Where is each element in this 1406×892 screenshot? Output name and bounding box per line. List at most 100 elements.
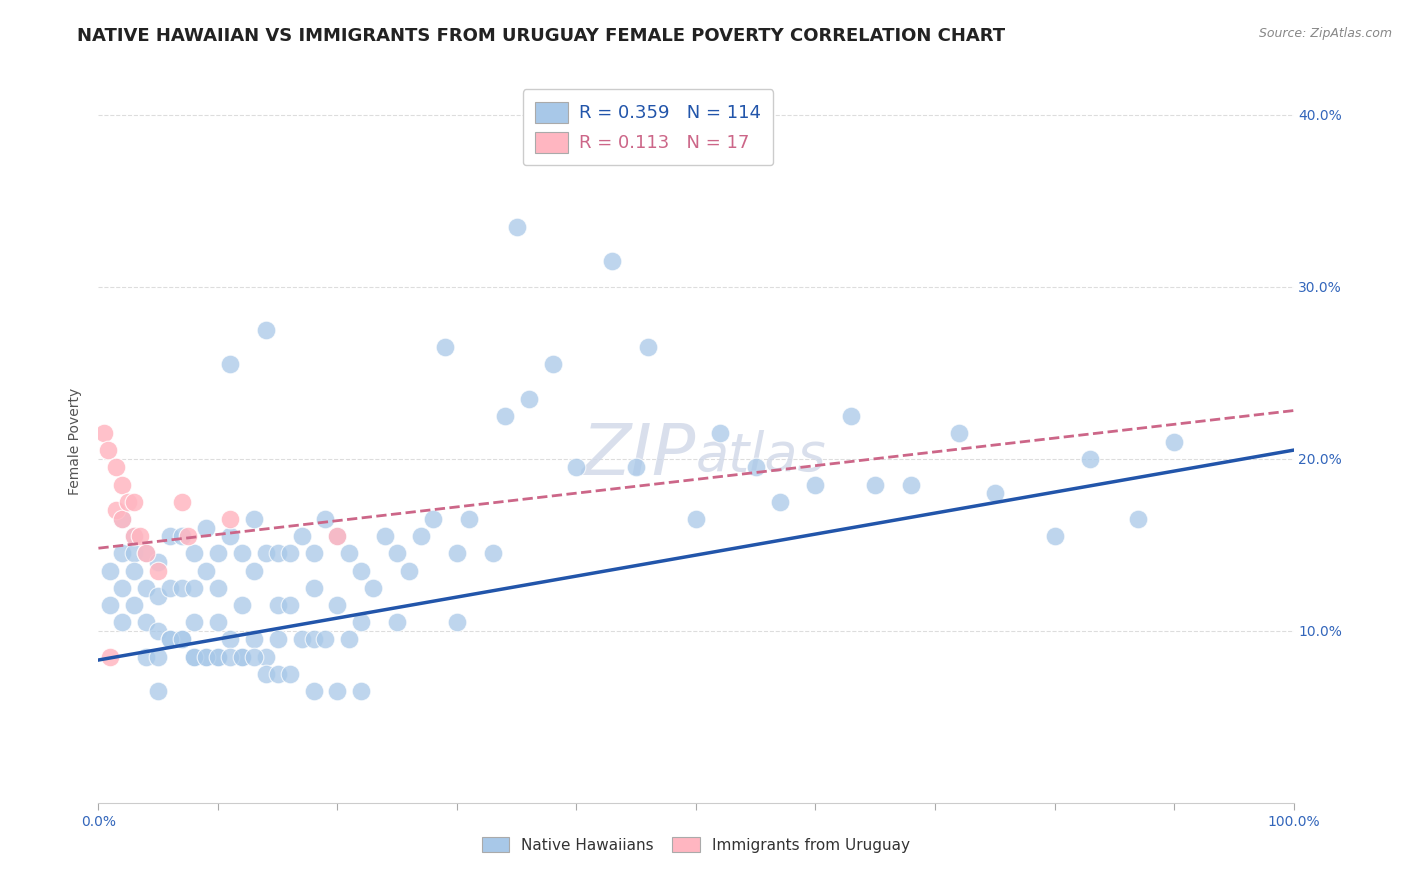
Point bbox=[326, 529, 349, 543]
Point bbox=[135, 546, 157, 560]
Point bbox=[291, 632, 314, 647]
Point bbox=[434, 340, 457, 354]
Point bbox=[363, 581, 385, 595]
Point bbox=[97, 443, 120, 458]
Point bbox=[172, 632, 194, 647]
Point bbox=[207, 615, 229, 630]
Point bbox=[183, 581, 205, 595]
Point bbox=[195, 649, 218, 664]
Point bbox=[565, 460, 588, 475]
Point bbox=[302, 632, 325, 647]
Point bbox=[207, 649, 229, 664]
Point bbox=[768, 494, 790, 508]
Point bbox=[111, 581, 134, 595]
Point bbox=[177, 529, 200, 543]
Point bbox=[207, 546, 229, 560]
Point bbox=[148, 564, 170, 578]
Point bbox=[124, 529, 146, 543]
Text: atlas: atlas bbox=[696, 430, 827, 482]
Point bbox=[481, 546, 505, 560]
Point bbox=[1043, 529, 1066, 543]
Point bbox=[159, 529, 181, 543]
Point bbox=[267, 666, 290, 681]
Point bbox=[183, 649, 205, 664]
Point bbox=[124, 564, 146, 578]
Point bbox=[219, 632, 242, 647]
Point bbox=[326, 684, 349, 698]
Point bbox=[183, 649, 205, 664]
Legend: Native Hawaiians, Immigrants from Uruguay: Native Hawaiians, Immigrants from Urugua… bbox=[474, 829, 918, 860]
Point bbox=[398, 564, 420, 578]
Point bbox=[865, 477, 887, 491]
Point bbox=[517, 392, 540, 406]
Point bbox=[745, 460, 768, 475]
Point bbox=[458, 512, 481, 526]
Point bbox=[111, 615, 134, 630]
Point bbox=[278, 666, 301, 681]
Text: NATIVE HAWAIIAN VS IMMIGRANTS FROM URUGUAY FEMALE POVERTY CORRELATION CHART: NATIVE HAWAIIAN VS IMMIGRANTS FROM URUGU… bbox=[77, 27, 1005, 45]
Point bbox=[254, 666, 277, 681]
Point bbox=[602, 253, 624, 268]
Y-axis label: Female Poverty: Female Poverty bbox=[69, 388, 83, 495]
Point bbox=[709, 425, 731, 440]
Point bbox=[195, 564, 218, 578]
Point bbox=[219, 512, 242, 526]
Point bbox=[267, 546, 290, 560]
Point bbox=[111, 512, 134, 526]
Point bbox=[267, 598, 290, 612]
Point bbox=[446, 546, 468, 560]
Point bbox=[254, 649, 277, 664]
Point bbox=[219, 649, 242, 664]
Point bbox=[111, 546, 134, 560]
Point bbox=[172, 581, 194, 595]
Point bbox=[506, 219, 529, 234]
Point bbox=[159, 581, 181, 595]
Point bbox=[231, 598, 253, 612]
Point bbox=[339, 546, 361, 560]
Text: Source: ZipAtlas.com: Source: ZipAtlas.com bbox=[1258, 27, 1392, 40]
Point bbox=[195, 520, 218, 534]
Point bbox=[148, 684, 170, 698]
Point bbox=[350, 564, 373, 578]
Point bbox=[291, 529, 314, 543]
Point bbox=[98, 564, 122, 578]
Point bbox=[129, 529, 152, 543]
Point bbox=[315, 632, 337, 647]
Point bbox=[374, 529, 396, 543]
Point bbox=[159, 632, 181, 647]
Point bbox=[148, 555, 170, 569]
Point bbox=[637, 340, 659, 354]
Point bbox=[254, 546, 277, 560]
Point bbox=[148, 590, 170, 604]
Point bbox=[254, 323, 277, 337]
Point bbox=[385, 546, 409, 560]
Point bbox=[183, 615, 205, 630]
Point bbox=[105, 460, 128, 475]
Point bbox=[124, 494, 146, 508]
Point bbox=[243, 512, 266, 526]
Point bbox=[267, 632, 290, 647]
Point bbox=[124, 529, 146, 543]
Point bbox=[948, 425, 970, 440]
Point bbox=[98, 649, 122, 664]
Point bbox=[159, 632, 181, 647]
Point bbox=[1080, 451, 1102, 466]
Point bbox=[385, 615, 409, 630]
Point bbox=[172, 529, 194, 543]
Point bbox=[135, 581, 157, 595]
Point bbox=[302, 581, 325, 595]
Point bbox=[93, 425, 115, 440]
Point bbox=[422, 512, 444, 526]
Point bbox=[124, 546, 146, 560]
Point bbox=[411, 529, 433, 543]
Point bbox=[183, 546, 205, 560]
Point bbox=[278, 546, 301, 560]
Point bbox=[219, 529, 242, 543]
Point bbox=[315, 512, 337, 526]
Point bbox=[350, 684, 373, 698]
Point bbox=[984, 486, 1007, 500]
Point bbox=[148, 624, 170, 638]
Point bbox=[1128, 512, 1150, 526]
Point bbox=[685, 512, 707, 526]
Point bbox=[494, 409, 516, 423]
